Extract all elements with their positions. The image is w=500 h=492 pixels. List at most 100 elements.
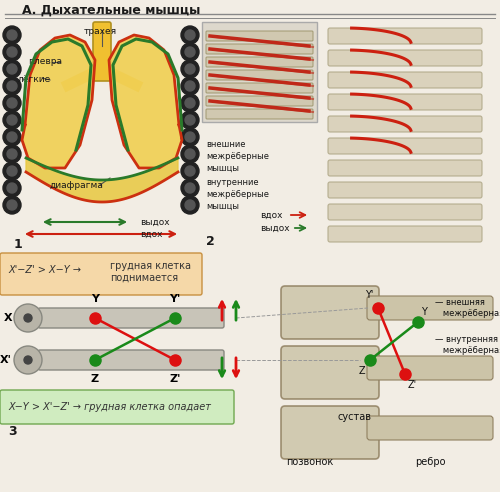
Circle shape	[3, 77, 21, 95]
Circle shape	[185, 115, 195, 125]
Text: трахея: трахея	[84, 27, 116, 36]
Circle shape	[7, 98, 17, 108]
Text: X'−Z' > X−Y →: X'−Z' > X−Y →	[8, 265, 81, 275]
FancyBboxPatch shape	[281, 346, 379, 399]
Polygon shape	[22, 35, 95, 168]
Text: Z: Z	[91, 374, 99, 384]
Polygon shape	[109, 35, 182, 168]
Text: Y': Y'	[170, 294, 180, 304]
Circle shape	[7, 81, 17, 91]
Circle shape	[3, 162, 21, 180]
Text: X: X	[4, 313, 12, 323]
Text: лёгкие: лёгкие	[18, 75, 52, 85]
FancyBboxPatch shape	[367, 356, 493, 380]
Text: Y: Y	[421, 307, 427, 317]
Circle shape	[7, 30, 17, 40]
FancyBboxPatch shape	[206, 96, 313, 106]
Circle shape	[7, 47, 17, 57]
FancyBboxPatch shape	[328, 28, 482, 44]
Text: Y': Y'	[364, 290, 373, 300]
Circle shape	[181, 145, 199, 163]
Circle shape	[181, 196, 199, 214]
FancyBboxPatch shape	[93, 22, 111, 81]
FancyBboxPatch shape	[206, 57, 313, 67]
Circle shape	[7, 183, 17, 193]
FancyBboxPatch shape	[281, 406, 379, 459]
Circle shape	[185, 149, 195, 159]
Circle shape	[185, 81, 195, 91]
Circle shape	[181, 94, 199, 112]
Text: грудная клетка: грудная клетка	[110, 261, 191, 271]
Polygon shape	[26, 158, 178, 202]
Text: сустав: сустав	[338, 412, 372, 422]
FancyBboxPatch shape	[328, 204, 482, 220]
Text: Z': Z'	[170, 374, 180, 384]
Circle shape	[7, 64, 17, 74]
Circle shape	[3, 196, 21, 214]
Text: — внутренняя
   межрёберная мышца: — внутренняя межрёберная мышца	[435, 336, 500, 355]
Circle shape	[185, 98, 195, 108]
Circle shape	[24, 356, 32, 364]
Text: поднимается: поднимается	[110, 273, 178, 283]
Text: вдох: вдох	[140, 229, 162, 239]
Circle shape	[181, 60, 199, 78]
Circle shape	[14, 346, 42, 374]
Circle shape	[3, 43, 21, 61]
FancyBboxPatch shape	[328, 160, 482, 176]
FancyBboxPatch shape	[206, 31, 313, 41]
Circle shape	[181, 179, 199, 197]
Text: плевра: плевра	[28, 58, 62, 66]
Circle shape	[185, 200, 195, 210]
Circle shape	[185, 47, 195, 57]
Circle shape	[185, 30, 195, 40]
Text: ребро: ребро	[415, 457, 446, 467]
Circle shape	[3, 94, 21, 112]
Text: Y: Y	[91, 294, 99, 304]
Circle shape	[7, 200, 17, 210]
Circle shape	[3, 26, 21, 44]
FancyBboxPatch shape	[206, 83, 313, 93]
Text: выдох: выдох	[260, 223, 290, 233]
Circle shape	[7, 149, 17, 159]
Text: Z: Z	[358, 366, 365, 376]
FancyBboxPatch shape	[206, 44, 313, 54]
Text: вдох: вдох	[260, 211, 282, 219]
Text: Z': Z'	[408, 380, 417, 390]
Circle shape	[3, 60, 21, 78]
Circle shape	[14, 304, 42, 332]
FancyBboxPatch shape	[328, 138, 482, 154]
Text: внешние
межрёберные
мышцы: внешние межрёберные мышцы	[206, 140, 269, 173]
Circle shape	[3, 145, 21, 163]
Circle shape	[181, 43, 199, 61]
Text: внутренние
межрёберные
мышцы: внутренние межрёберные мышцы	[206, 178, 269, 211]
Text: — внешняя
   межрёберная мышца: — внешняя межрёберная мышца	[435, 298, 500, 318]
Text: позвонок: позвонок	[286, 457, 334, 467]
Circle shape	[7, 132, 17, 142]
FancyBboxPatch shape	[38, 308, 224, 328]
FancyBboxPatch shape	[328, 72, 482, 88]
Circle shape	[181, 26, 199, 44]
FancyBboxPatch shape	[367, 416, 493, 440]
FancyBboxPatch shape	[328, 94, 482, 110]
Circle shape	[7, 115, 17, 125]
Circle shape	[24, 314, 32, 322]
FancyBboxPatch shape	[0, 253, 202, 295]
Circle shape	[181, 128, 199, 146]
FancyBboxPatch shape	[367, 296, 493, 320]
FancyBboxPatch shape	[206, 70, 313, 80]
FancyBboxPatch shape	[328, 50, 482, 66]
Text: X−Y > X'−Z' → грудная клетка опадает: X−Y > X'−Z' → грудная клетка опадает	[8, 402, 211, 412]
Text: 2: 2	[206, 235, 215, 248]
Circle shape	[181, 162, 199, 180]
Text: А. Дыхательные мышцы: А. Дыхательные мышцы	[22, 3, 201, 17]
Text: X': X'	[0, 355, 12, 365]
FancyBboxPatch shape	[328, 226, 482, 242]
FancyBboxPatch shape	[38, 350, 224, 370]
Circle shape	[3, 128, 21, 146]
Circle shape	[185, 132, 195, 142]
Circle shape	[185, 64, 195, 74]
FancyBboxPatch shape	[328, 116, 482, 132]
Circle shape	[3, 179, 21, 197]
Circle shape	[7, 166, 17, 176]
Text: диафрагма: диафрагма	[50, 181, 104, 189]
